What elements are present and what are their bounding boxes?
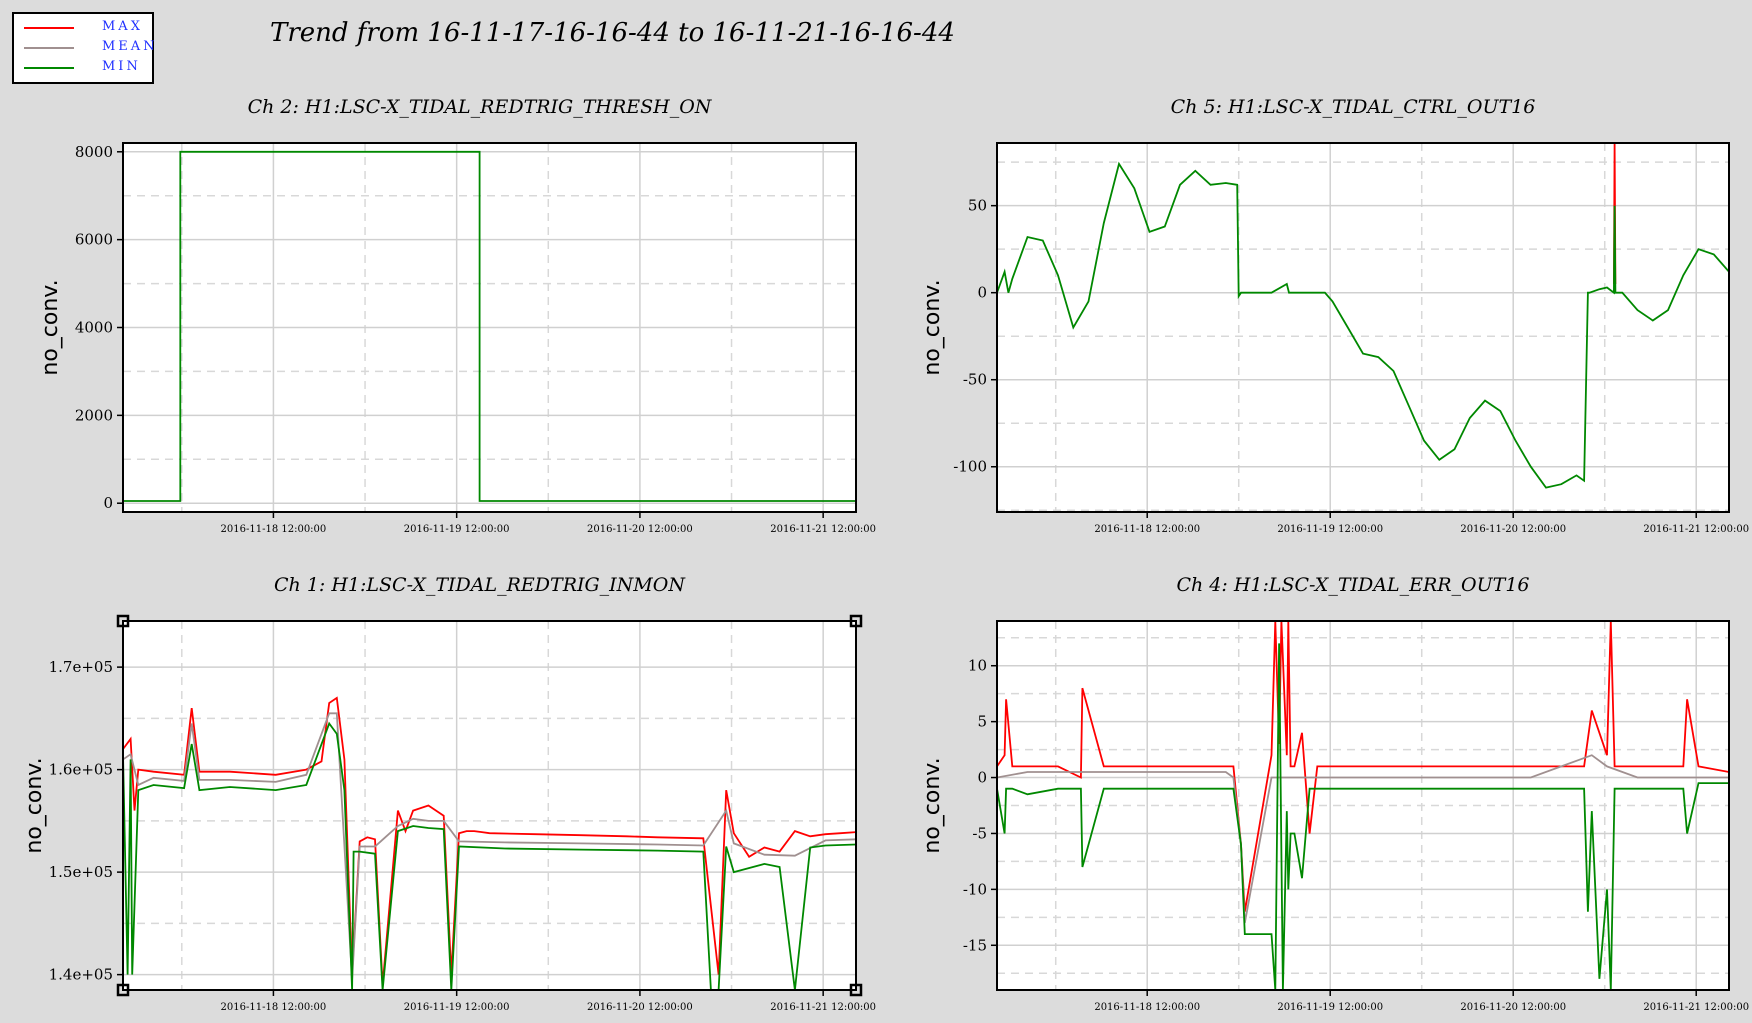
- series-line-min: [123, 150, 856, 502]
- y-axis-label: no_conv.: [920, 757, 945, 853]
- y-tick-label: 0: [103, 494, 113, 512]
- plot-frame: [996, 620, 1730, 991]
- series-line-mean: [123, 712, 856, 980]
- y-axis-label: no_conv.: [920, 279, 945, 375]
- legend-item-mean: MEAN: [24, 39, 155, 57]
- series-line-min: [123, 721, 856, 990]
- x-tick-label: 2016-11-20 12:00:00: [1460, 1002, 1566, 1013]
- plot-frame: [122, 620, 857, 991]
- y-tick-label: -5: [972, 824, 987, 842]
- x-tick-label: 2016-11-18 12:00:00: [221, 524, 327, 535]
- series-line-min: [997, 161, 1729, 489]
- selection-handle: [849, 614, 863, 628]
- legend-swatch-max: [24, 27, 74, 29]
- y-tick-label: -10: [963, 880, 987, 898]
- x-tick-label: 2016-11-18 12:00:00: [1094, 524, 1200, 535]
- plot-area: [123, 621, 856, 990]
- x-tick-label: 2016-11-19 12:00:00: [404, 1002, 510, 1013]
- y-tick-label: 10: [968, 657, 987, 675]
- x-tick-label: 2016-11-20 12:00:00: [587, 1002, 693, 1013]
- x-tick-label: 2016-11-21 12:00:00: [1643, 524, 1749, 535]
- y-tick-label: 8000: [75, 143, 113, 161]
- y-tick-label: 0: [977, 284, 987, 302]
- legend-label-max: MAX: [102, 19, 143, 34]
- series-line-max: [123, 696, 856, 985]
- legend-swatch-min: [24, 67, 74, 69]
- y-tick-label: 1.7e+05: [49, 658, 113, 676]
- main-title: Trend from 16-11-17-16-16-44 to 16-11-21…: [270, 18, 955, 48]
- selection-handle: [849, 983, 863, 997]
- plot-area: [997, 143, 1729, 512]
- y-tick-label: 0: [977, 769, 987, 787]
- y-axis-label: no_conv.: [22, 757, 47, 853]
- y-tick-label: 2000: [75, 406, 113, 424]
- x-tick-label: 2016-11-18 12:00:00: [1094, 1002, 1200, 1013]
- x-tick-label: 2016-11-19 12:00:00: [404, 524, 510, 535]
- y-tick-label: -50: [963, 371, 987, 389]
- chart-title: Ch 5: H1:LSC-X_TIDAL_CTRL_OUT16: [1171, 96, 1536, 118]
- x-tick-label: 2016-11-20 12:00:00: [1460, 524, 1566, 535]
- legend: MAX MEAN MIN: [12, 12, 155, 84]
- y-tick-label: -15: [963, 936, 987, 954]
- series-line-max: [997, 621, 1729, 912]
- y-tick-label: 4000: [75, 319, 113, 337]
- legend-item-max: MAX: [24, 19, 154, 37]
- y-tick-label: 1.4e+05: [49, 966, 113, 984]
- x-tick-label: 2016-11-21 12:00:00: [770, 524, 876, 535]
- selection-handle: [116, 983, 130, 997]
- legend-label-mean: MEAN: [102, 39, 158, 54]
- x-tick-label: 2016-11-18 12:00:00: [221, 1002, 327, 1013]
- legend-item-min: MIN: [24, 59, 154, 77]
- plot-frame: [996, 142, 1730, 513]
- x-tick-label: 2016-11-21 12:00:00: [1643, 1002, 1749, 1013]
- y-tick-label: 50: [968, 197, 987, 215]
- x-tick-label: 2016-11-20 12:00:00: [587, 524, 693, 535]
- chart-title: Ch 1: H1:LSC-X_TIDAL_REDTRIG_INMON: [274, 574, 686, 596]
- y-tick-label: 5: [977, 713, 987, 731]
- y-tick-label: 1.6e+05: [49, 761, 113, 779]
- legend-swatch-mean: [24, 47, 74, 49]
- x-tick-label: 2016-11-19 12:00:00: [1277, 1002, 1383, 1013]
- x-tick-label: 2016-11-19 12:00:00: [1277, 524, 1383, 535]
- y-tick-label: -100: [953, 458, 987, 476]
- chart-title: Ch 4: H1:LSC-X_TIDAL_ERR_OUT16: [1176, 574, 1529, 596]
- series-line-mean: [997, 754, 1729, 924]
- series-line-min: [997, 643, 1729, 990]
- selection-handle: [116, 614, 130, 628]
- y-axis-label: no_conv.: [38, 279, 63, 375]
- y-tick-label: 6000: [75, 231, 113, 249]
- x-tick-label: 2016-11-21 12:00:00: [770, 1002, 876, 1013]
- chart-title: Ch 2: H1:LSC-X_TIDAL_REDTRIG_THRESH_ON: [248, 96, 713, 118]
- y-tick-label: 1.5e+05: [49, 863, 113, 881]
- legend-label-min: MIN: [102, 59, 141, 74]
